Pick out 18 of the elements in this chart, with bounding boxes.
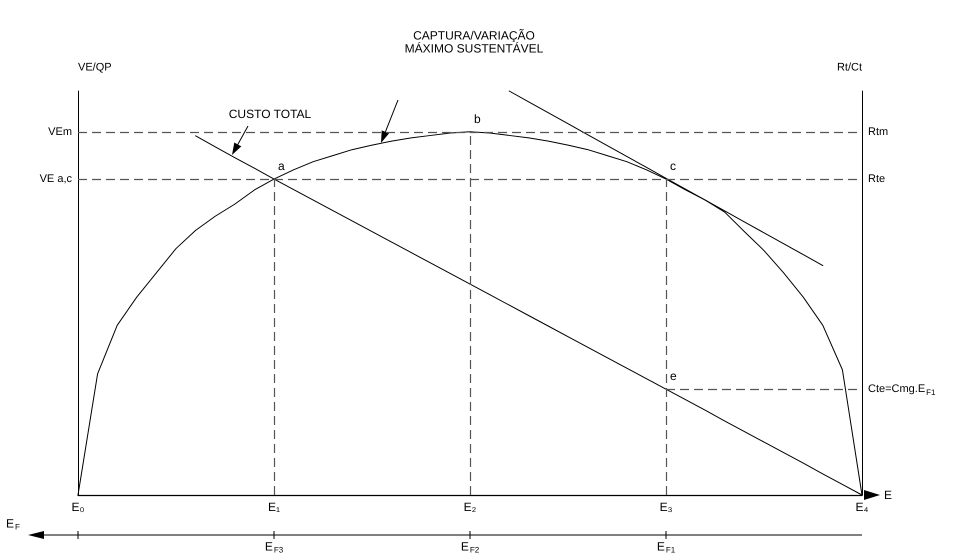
x-tick-label: E₂ — [464, 500, 477, 514]
x-tick-label: E₁ — [268, 500, 280, 514]
x-tick-label: E₃ — [660, 500, 673, 514]
annotation: e — [670, 369, 677, 384]
annotation: CUSTO TOTAL — [228, 107, 312, 121]
text: Rtm — [868, 126, 888, 138]
x-axis-title: E — [884, 488, 892, 502]
y2-axis-title: Rt/Ct — [836, 62, 862, 74]
annotation: c — [670, 159, 676, 174]
ref-line-label: VE a,c — [40, 173, 72, 186]
annotation: a — [278, 159, 285, 174]
text: Rte — [868, 173, 886, 186]
ref-line-label: VEm — [48, 126, 72, 138]
x-tick-label: E₄ — [856, 500, 869, 514]
text: CAPTURA/VARIAÇÃO MÁXIMO SUSTENTÁVEL — [404, 28, 544, 56]
y-axis-title: VE/QP — [78, 62, 112, 74]
x-tick-label: E₀ — [72, 500, 85, 514]
annotation: b — [474, 112, 481, 126]
